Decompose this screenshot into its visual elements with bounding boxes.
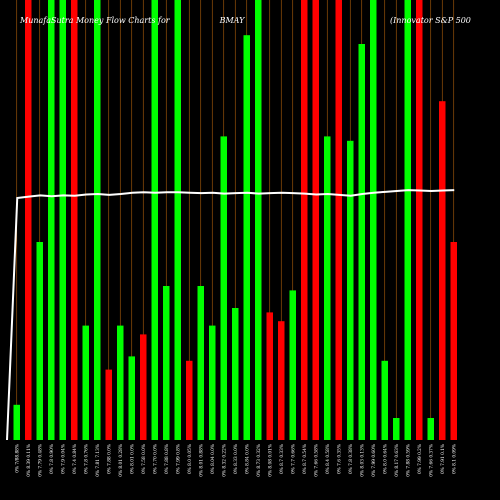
bar bbox=[59, 0, 66, 440]
x-tick-label: 0% 7.58 0.0% bbox=[142, 444, 147, 474]
x-tick-label: 0% 7.70 0.0% bbox=[153, 444, 158, 474]
x-tick-label: 0% 7.99 0.2% bbox=[418, 444, 423, 474]
x-tick-label: 0% 8.01 0.28% bbox=[119, 444, 124, 477]
bar bbox=[105, 369, 112, 440]
x-tick-label: 0% 8.32 0.22% bbox=[222, 444, 227, 477]
x-tick-label: 0% 8.7 0.33% bbox=[280, 444, 285, 474]
bar bbox=[220, 136, 227, 440]
x-tick-label: 0% 7.8 0.76% bbox=[84, 444, 89, 474]
x-tick-label: 0% 7.88 0.0% bbox=[107, 444, 112, 474]
bar bbox=[82, 325, 89, 440]
bar bbox=[439, 101, 446, 440]
bar bbox=[278, 321, 285, 440]
x-tick-label: 0% 8.17 0.63% bbox=[395, 444, 400, 477]
x-tick-label: 0% 8.7 0.54% bbox=[303, 444, 308, 474]
x-tick-label: 0% 8.33 0.0% bbox=[234, 444, 239, 474]
bar bbox=[140, 334, 147, 440]
x-tick-label: 0% 7.8 0.90% bbox=[50, 444, 55, 474]
x-tick-label: 0% 8.04 0.0% bbox=[211, 444, 216, 474]
bar bbox=[358, 44, 365, 440]
x-tick-label: 0% 7.9 0.04% bbox=[61, 444, 66, 474]
bar bbox=[71, 0, 78, 440]
x-tick-label: 0% 7.7 0.66% bbox=[291, 444, 296, 474]
x-tick-label: 0% 7.66 0.58% bbox=[314, 444, 319, 477]
x-tick-label: 0% 8.0 0.05% bbox=[188, 444, 193, 474]
x-tick-label: 0% 7.99 0.8% bbox=[176, 444, 181, 474]
bar bbox=[151, 0, 158, 440]
bar bbox=[48, 0, 55, 440]
bar bbox=[255, 0, 262, 440]
chart-title-right: (Innovator S&P 500 bbox=[390, 16, 471, 25]
x-tick-label: 0% 7.81 7.13% bbox=[96, 444, 101, 477]
chart-title-left: MunafaSutra Money Flow Charts for bbox=[19, 16, 171, 25]
bar bbox=[186, 360, 193, 440]
bar bbox=[209, 325, 216, 440]
x-tick-label: 0% 8.84 0.0% bbox=[245, 444, 250, 474]
bar bbox=[117, 325, 124, 440]
x-tick-label: 0% 8.01 0.0% bbox=[130, 444, 135, 474]
bar bbox=[301, 0, 308, 440]
x-tick-label: 0% 7.88 0.59% bbox=[406, 444, 411, 477]
x-tick-label: 0% 8.39 0.11% bbox=[27, 444, 32, 477]
bar bbox=[163, 286, 170, 440]
bar bbox=[324, 136, 331, 440]
bar bbox=[289, 290, 296, 440]
bar bbox=[335, 0, 342, 440]
bar bbox=[416, 0, 423, 440]
bar bbox=[312, 0, 319, 440]
bar bbox=[128, 356, 135, 440]
x-tick-label: 0% 7.79 0.48% bbox=[38, 444, 43, 477]
x-tick-label: 0% 8.73 0.32% bbox=[257, 444, 262, 477]
bar bbox=[174, 0, 181, 440]
bar bbox=[266, 312, 273, 440]
bar bbox=[13, 404, 20, 440]
bar bbox=[197, 286, 204, 440]
x-tick-label: 0% 7.91 0.1% bbox=[441, 444, 446, 474]
bar bbox=[393, 418, 400, 440]
bar bbox=[36, 242, 43, 440]
x-tick-labels: 0% 7/88.88% 0% 8.39 0.11% 0% 7.79 0.48% 0% … bbox=[15, 444, 457, 477]
x-tick-label: 0% 7/88.88% bbox=[15, 444, 20, 473]
bar bbox=[404, 0, 411, 440]
chart-title-center: BMAY bbox=[219, 16, 246, 25]
x-tick-label: 0% 7.66 0.37% bbox=[429, 444, 434, 477]
x-tick-label: 0% 8.1 0.09% bbox=[452, 444, 457, 474]
x-tick-label: 0% 7.4 0.84% bbox=[73, 444, 78, 474]
x-tick-label: 0% 8.08 0.01% bbox=[268, 444, 273, 477]
x-tick-label: 0% 8.03 0.13% bbox=[360, 444, 365, 477]
x-tick-label: 0% 7.6 0.35% bbox=[337, 444, 342, 474]
bar bbox=[347, 140, 354, 441]
x-tick-label: 0% 7.99 0.60% bbox=[372, 444, 377, 477]
bar bbox=[243, 35, 250, 440]
bar bbox=[25, 0, 32, 440]
bars bbox=[13, 0, 457, 441]
bar bbox=[450, 242, 457, 440]
bar bbox=[94, 0, 101, 440]
x-tick-label: 0% 8.4 0.58% bbox=[326, 444, 331, 474]
x-tick-label: 0% 8.01 0.88% bbox=[199, 444, 204, 477]
bar bbox=[370, 0, 377, 440]
money-flow-line bbox=[6, 189, 455, 441]
x-tick-label: 0% 7.88 0.8% bbox=[165, 444, 170, 474]
bar bbox=[232, 308, 239, 440]
bar bbox=[381, 360, 388, 440]
x-tick-label: 0% 7.8 0.38% bbox=[349, 444, 354, 474]
bar bbox=[427, 418, 434, 440]
x-tick-label: 0% 8.0 0.64% bbox=[383, 444, 388, 474]
